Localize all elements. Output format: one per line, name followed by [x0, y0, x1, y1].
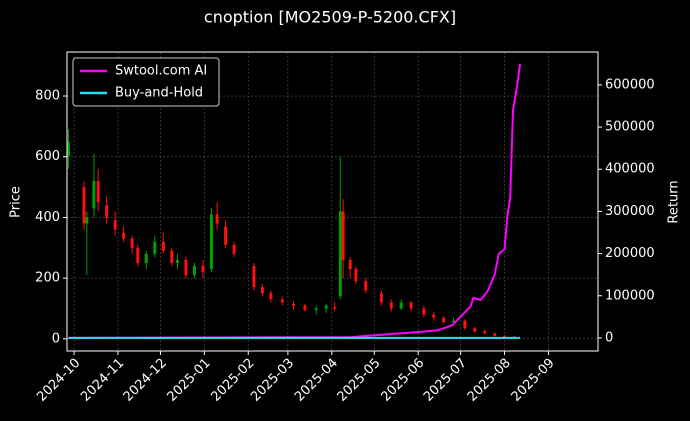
candle-body: [409, 302, 413, 309]
candle-body: [66, 141, 70, 157]
plot-frame: [66, 51, 599, 352]
candle-body: [136, 247, 140, 263]
candle-body: [379, 293, 383, 303]
x-tick-label: 2024-12: [121, 356, 170, 405]
candle-body: [493, 333, 497, 336]
candle-body: [232, 244, 236, 254]
candle-body: [338, 211, 342, 297]
y-axis-label: Price: [9, 186, 24, 218]
candle-body: [432, 314, 436, 318]
y2-tick-label: 500000: [605, 120, 655, 135]
candle-body: [113, 220, 117, 230]
x-tick-label: 2025-08: [465, 356, 514, 405]
candle-body: [333, 306, 337, 309]
legend-label: Swtool.com AI: [115, 64, 207, 79]
candle-body: [215, 214, 219, 224]
x-tick-label: 2025-05: [335, 356, 384, 405]
candle-body: [354, 269, 358, 282]
candle-body: [292, 303, 296, 306]
candle-body: [130, 238, 134, 248]
candle-body: [269, 293, 273, 300]
y2-tick-label: 300000: [605, 204, 655, 219]
candle-body: [463, 320, 467, 329]
candle-body: [170, 250, 174, 263]
candle-body: [473, 328, 477, 332]
candle-body: [364, 281, 368, 291]
candle-body: [224, 226, 228, 245]
candle-body: [96, 181, 100, 203]
candle-body: [161, 241, 165, 251]
candle-body: [399, 302, 403, 309]
candle-body: [175, 259, 179, 263]
candle-body: [324, 305, 328, 309]
candle-body: [92, 181, 96, 209]
y-tick-label: 600: [35, 149, 60, 164]
y-tick-label: 0: [52, 331, 60, 346]
candle-body: [452, 320, 456, 323]
candle-body: [503, 335, 507, 337]
x-tick-label: 2024-11: [78, 356, 127, 405]
chart-title: cnoption [MO2509-P-5200.CFX]: [204, 8, 456, 27]
candle-body: [85, 217, 89, 224]
candle-body: [341, 211, 345, 260]
candle-body: [122, 232, 126, 239]
candle-body: [303, 305, 307, 311]
legend-label: Buy-and-Hold: [115, 86, 203, 101]
x-tick-label: 2025-07: [421, 356, 470, 405]
candle-body: [252, 266, 256, 288]
candle-body: [442, 317, 446, 323]
y2-tick-label: 0: [605, 330, 613, 345]
x-tick-label: 2025-03: [248, 356, 297, 405]
legend-box: [72, 57, 220, 107]
x-tick-label: 2025-06: [378, 356, 427, 405]
candle-body: [184, 259, 188, 276]
candle-body: [82, 187, 86, 224]
candle-body: [144, 253, 148, 263]
candle-body: [389, 302, 393, 309]
candle-body: [105, 205, 109, 218]
x-tick-label: 2024-10: [34, 356, 83, 405]
y2-tick-label: 400000: [605, 162, 655, 177]
candle-body: [260, 287, 264, 294]
y2-tick-label: 200000: [605, 246, 655, 261]
candle-body: [422, 308, 426, 315]
candle-body: [280, 299, 284, 303]
y-tick-label: 800: [35, 89, 60, 104]
series-line: [68, 63, 522, 339]
candle-body: [153, 241, 157, 254]
y-tick-label: 400: [35, 210, 60, 225]
x-tick-label: 2025-09: [509, 356, 558, 405]
candle-body: [192, 266, 196, 276]
candle-body: [348, 259, 352, 270]
candle-body: [483, 331, 487, 334]
candle-body: [201, 266, 205, 273]
y2-tick-label: 100000: [605, 288, 655, 303]
x-tick-label: 2025-04: [292, 356, 341, 405]
y-tick-label: 200: [35, 271, 60, 286]
y2-tick-label: 600000: [605, 77, 655, 92]
candle-body: [314, 308, 318, 311]
candle-body: [209, 214, 213, 270]
x-tick-label: 2025-01: [165, 356, 214, 405]
y2-axis-label: Return: [667, 180, 682, 223]
